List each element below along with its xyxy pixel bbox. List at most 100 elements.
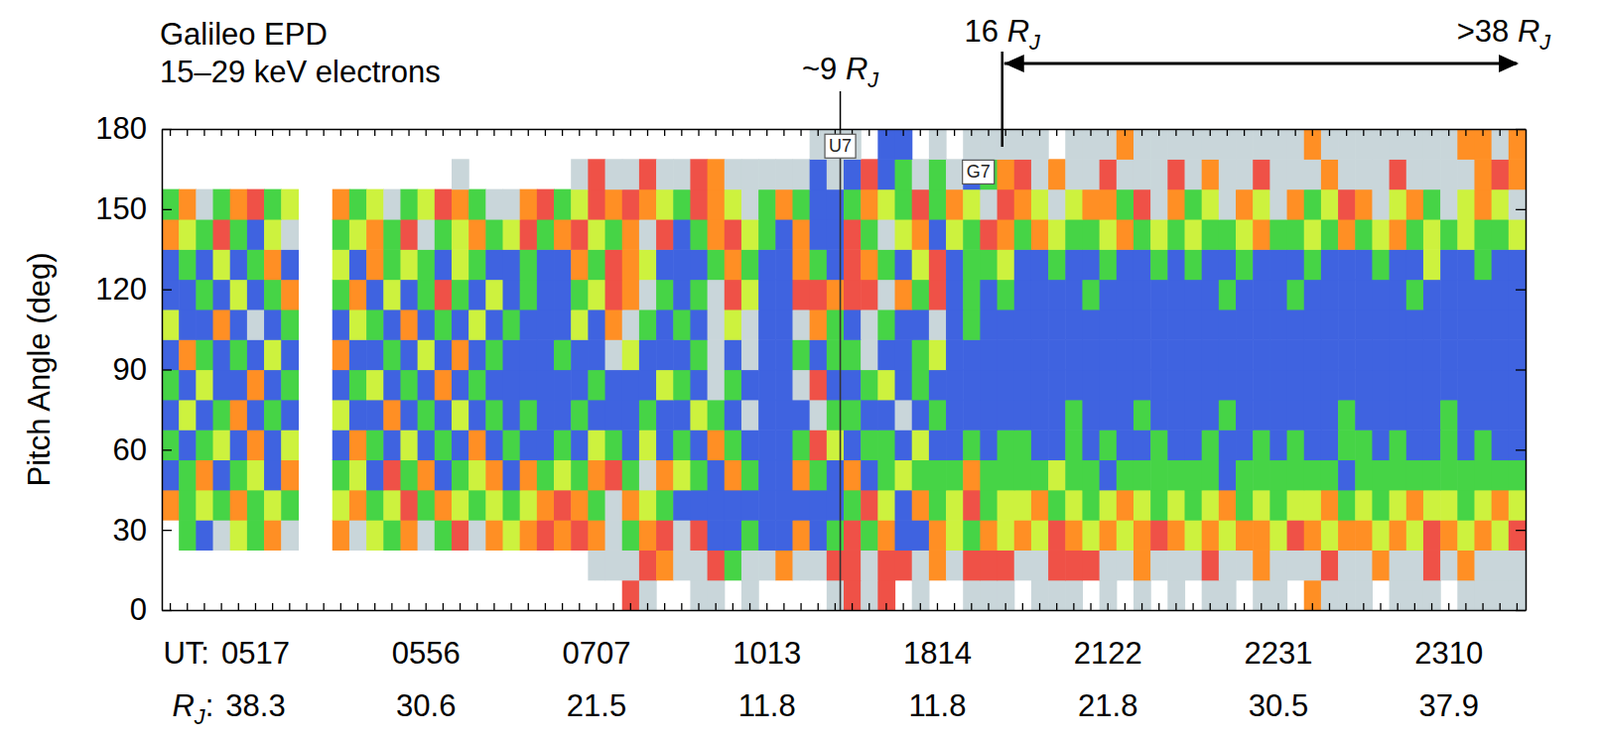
cell: [1508, 400, 1526, 431]
tick: [1515, 129, 1526, 131]
cell: [724, 520, 743, 551]
cell: [758, 549, 777, 581]
cell: [792, 279, 810, 311]
cell: [1491, 490, 1510, 522]
cell: [332, 429, 351, 461]
tick: [903, 603, 905, 611]
cell: [672, 459, 691, 491]
tick-mark: [1158, 603, 1160, 611]
tick: [766, 129, 768, 136]
cell: [689, 189, 708, 221]
tick: [340, 129, 342, 136]
cell: [997, 370, 1016, 401]
cell: [672, 520, 691, 551]
cell: [1218, 459, 1237, 491]
cell: [1133, 520, 1152, 551]
cell: [553, 339, 572, 371]
cell: [826, 219, 845, 251]
cell: [280, 520, 299, 551]
tick: [680, 129, 682, 136]
cell: [1337, 400, 1356, 431]
cell: [451, 279, 470, 311]
tick-label: 120: [95, 271, 147, 307]
cell: [1440, 249, 1459, 280]
cell: [195, 490, 214, 522]
cell: [332, 459, 351, 491]
cell: [809, 249, 828, 280]
cell: [945, 400, 964, 431]
cell: [1423, 279, 1442, 311]
cell: [195, 459, 214, 491]
cell: [1014, 249, 1033, 280]
cell: [860, 189, 879, 221]
tick-label: 0517: [221, 636, 290, 671]
tick-mark: [1039, 603, 1041, 611]
tick-label: 0: [130, 592, 147, 628]
tick-mark: [161, 449, 172, 451]
cell: [758, 400, 777, 431]
tick-mark: [800, 603, 801, 611]
cell: [843, 189, 862, 221]
cell: [1252, 459, 1271, 491]
cell: [775, 429, 794, 461]
cell: [929, 279, 947, 311]
cell: [400, 370, 418, 401]
cell: [826, 520, 845, 551]
cell: [520, 249, 538, 280]
cell: [570, 400, 589, 431]
cell: [979, 490, 998, 522]
cell: [195, 400, 214, 431]
cell: [724, 400, 743, 431]
tick-mark: [220, 603, 222, 611]
cell: [536, 459, 555, 491]
cell: [1287, 219, 1306, 251]
cell: [1389, 309, 1408, 341]
cell: [553, 459, 572, 491]
cell: [1354, 459, 1373, 491]
cell: [997, 219, 1016, 251]
tick-mark: [1431, 603, 1433, 611]
cell: [741, 279, 760, 311]
cell: [451, 158, 470, 190]
tick-mark: [987, 129, 989, 136]
cell: [1218, 370, 1237, 401]
tick: [511, 129, 513, 136]
cell: [280, 219, 299, 251]
chart: 0517055607071013181421222231231003060901…: [0, 0, 1600, 741]
tick: [374, 129, 376, 136]
tick: [493, 129, 495, 136]
cell: [689, 158, 708, 190]
cell: [349, 309, 368, 341]
cell: [605, 339, 624, 371]
cell: [672, 309, 691, 341]
cell: [758, 339, 777, 371]
cell: [366, 339, 385, 371]
tick: [1005, 603, 1007, 611]
cell: [1371, 249, 1390, 280]
cell: [553, 309, 572, 341]
cell: [1081, 158, 1100, 190]
cell: [1457, 459, 1475, 491]
cell: [775, 339, 794, 371]
cell: [929, 129, 947, 160]
cell: [1185, 400, 1203, 431]
cell: [1065, 429, 1083, 461]
cell: [366, 189, 385, 221]
cell: [724, 189, 743, 221]
cell: [553, 249, 572, 280]
top-label: ~9 RJ: [801, 51, 880, 93]
tick-mark: [970, 603, 972, 611]
cell: [1337, 309, 1356, 341]
cell: [1218, 580, 1237, 611]
cell: [997, 549, 1016, 581]
cell: [979, 370, 998, 401]
tick-mark: [425, 603, 427, 611]
cell: [758, 249, 777, 280]
cell: [587, 309, 606, 341]
tick: [868, 129, 870, 136]
cell: [1081, 490, 1100, 522]
tick-mark: [1448, 603, 1450, 611]
cell: [332, 400, 351, 431]
cell: [1337, 580, 1356, 611]
cell: [1287, 189, 1306, 221]
